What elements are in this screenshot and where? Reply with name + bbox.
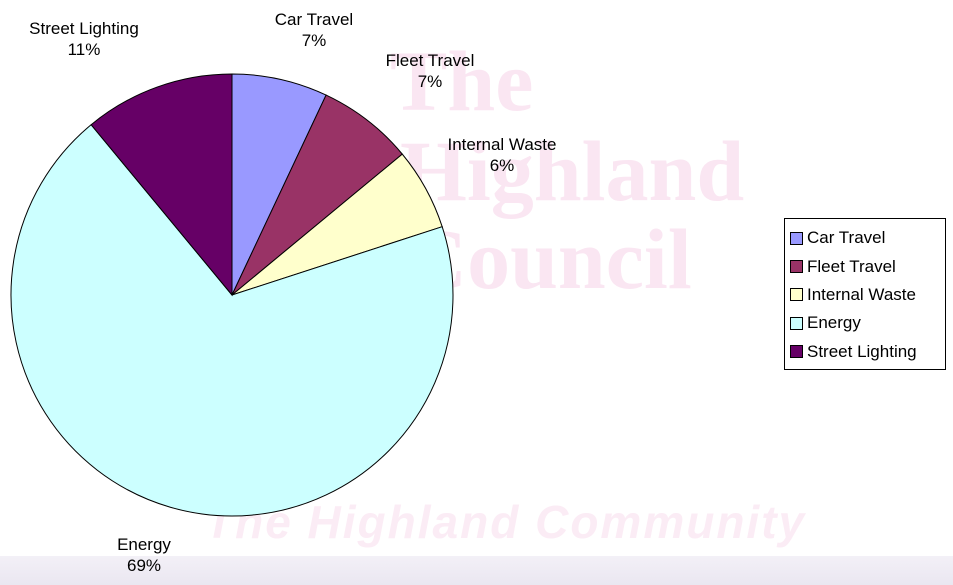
legend-label: Energy (807, 313, 861, 333)
legend-label: Internal Waste (807, 284, 916, 304)
slice-label-category: Street Lighting (29, 19, 139, 38)
legend-swatch (790, 288, 803, 302)
pie-slice-street-lighting (90, 73, 233, 297)
legend-swatch (790, 260, 803, 274)
slice-label-percent: 69% (127, 556, 161, 575)
legend-item-car-travel: Car Travel (790, 224, 945, 252)
legend-item-internal-waste: Internal Waste (790, 281, 945, 309)
legend-swatch (790, 316, 803, 330)
legend-label: Street Lighting (807, 341, 917, 361)
watermark-line-2: Highland (400, 123, 745, 219)
slice-label-category: Fleet Travel (386, 51, 475, 70)
slice-label-category: Car Travel (275, 10, 353, 29)
slice-label-percent: 7% (302, 31, 327, 50)
watermark-tagline: The Highland Community (205, 496, 807, 548)
slice-label-category: Internal Waste (448, 135, 557, 154)
legend-swatch (790, 231, 803, 245)
slice-label-percent: 7% (418, 72, 443, 91)
watermark-line-1: The (390, 33, 534, 129)
legend-swatch (790, 345, 803, 359)
legend-item-fleet-travel: Fleet Travel (790, 252, 945, 280)
legend-label: Car Travel (807, 228, 886, 248)
legend-item-street-lighting: Street Lighting (790, 338, 945, 366)
legend-label: Fleet Travel (807, 256, 896, 276)
bottom-band (0, 556, 953, 585)
pie-slice-energy (10, 124, 454, 517)
slice-label-category: Energy (117, 535, 171, 554)
legend: Car Travel Fleet Travel Internal Waste E… (784, 218, 946, 370)
legend-item-energy: Energy (790, 309, 945, 337)
slice-label-percent: 6% (490, 156, 515, 175)
slice-label-percent: 11% (68, 40, 101, 59)
